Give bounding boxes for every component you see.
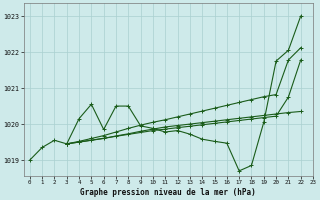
X-axis label: Graphe pression niveau de la mer (hPa): Graphe pression niveau de la mer (hPa) bbox=[80, 188, 256, 197]
